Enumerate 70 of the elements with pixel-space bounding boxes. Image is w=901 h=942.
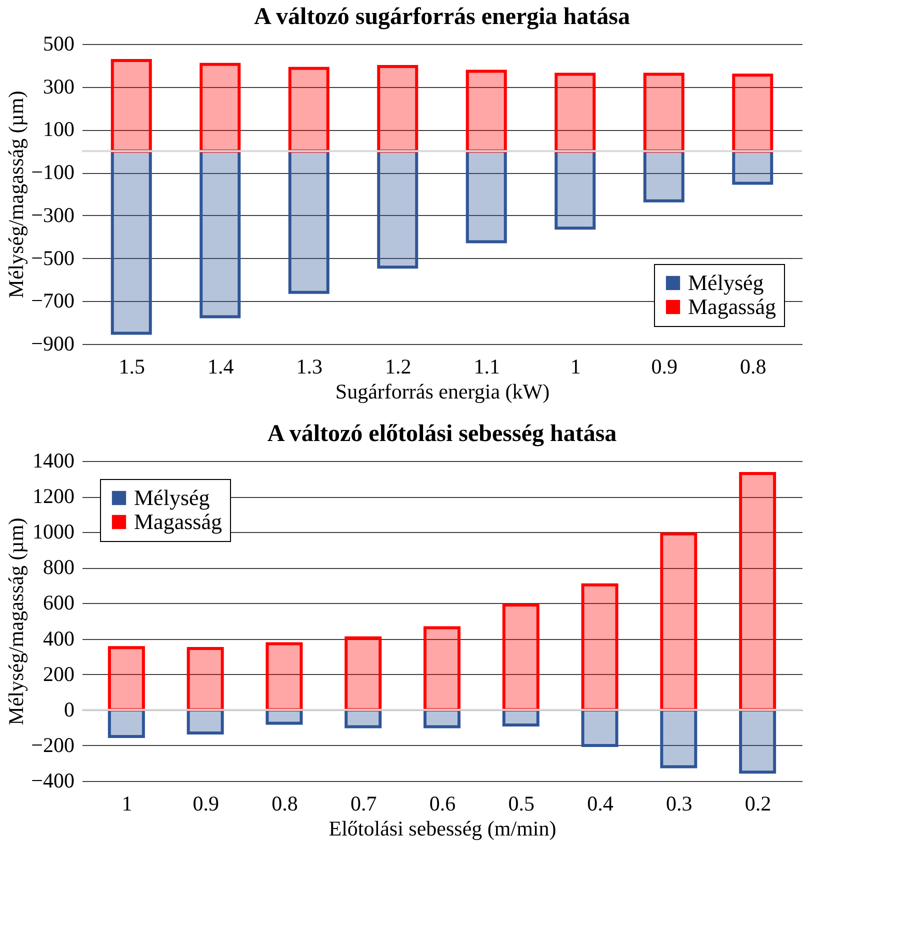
chart-title: A változó sugárforrás energia hatása bbox=[254, 4, 630, 30]
y-tick-label: 1000 bbox=[32, 520, 74, 544]
bar bbox=[643, 72, 684, 153]
y-tick-label: 0 bbox=[64, 697, 74, 722]
bar bbox=[200, 150, 241, 318]
x-tick-label: 0.4 bbox=[587, 792, 614, 816]
bar bbox=[581, 583, 618, 712]
bar bbox=[377, 150, 418, 269]
bar bbox=[643, 150, 684, 202]
x-tick-label: 0.5 bbox=[508, 792, 535, 816]
y-tick-label: 200 bbox=[43, 662, 74, 686]
x-tick-label: 0.3 bbox=[666, 792, 692, 816]
x-tick-label: 1 bbox=[122, 792, 132, 816]
bar bbox=[554, 72, 596, 153]
bar bbox=[377, 65, 418, 153]
legend-label: Mélység bbox=[134, 485, 210, 510]
y-tick-label: 500 bbox=[43, 32, 74, 56]
bar bbox=[288, 66, 330, 153]
y-tick-label: 1400 bbox=[32, 448, 74, 472]
x-tick-label: 1.5 bbox=[118, 354, 145, 378]
bar bbox=[739, 472, 776, 712]
bar bbox=[200, 62, 241, 153]
bar bbox=[732, 150, 774, 185]
y-tick-label: −200 bbox=[31, 732, 74, 757]
bar bbox=[424, 626, 460, 712]
y-tick-label: 1200 bbox=[32, 484, 74, 508]
x-tick-label: 0.9 bbox=[192, 792, 219, 816]
x-tick-label: 1 bbox=[570, 354, 581, 378]
bar bbox=[660, 532, 698, 712]
bar bbox=[466, 70, 507, 153]
y-axis-title: Mélység/magasság (µm) bbox=[4, 90, 28, 298]
bar bbox=[108, 646, 145, 712]
y-tick-label: −500 bbox=[31, 246, 74, 270]
x-tick-label: 1.2 bbox=[385, 354, 412, 378]
y-tick-label: 600 bbox=[43, 590, 74, 615]
y-tick-label: 100 bbox=[43, 117, 74, 142]
x-tick-label: 0.9 bbox=[651, 354, 678, 378]
bar bbox=[186, 647, 224, 712]
bar bbox=[554, 150, 596, 230]
y-tick-label: 400 bbox=[43, 626, 74, 650]
bar bbox=[288, 150, 330, 294]
x-tick-label: 0.7 bbox=[350, 792, 377, 816]
y-tick-label: −300 bbox=[31, 202, 74, 227]
y-tick-label: −100 bbox=[31, 160, 74, 184]
bar bbox=[502, 604, 540, 712]
bar bbox=[266, 642, 303, 712]
legend-label: Magasság bbox=[688, 294, 776, 319]
bar bbox=[344, 636, 382, 712]
y-axis-title: Mélység/magasság (µm) bbox=[4, 518, 28, 726]
x-tick-label: 0.6 bbox=[429, 792, 456, 816]
y-tick-label: 800 bbox=[43, 555, 74, 580]
x-tick-label: 0.8 bbox=[740, 354, 766, 378]
x-tick-label: 1.1 bbox=[474, 354, 500, 378]
legend-label: Mélység bbox=[688, 270, 764, 295]
bar bbox=[110, 59, 152, 153]
y-tick-label: −700 bbox=[31, 288, 74, 313]
x-axis-title: Előtolási sebesség (m/min) bbox=[328, 816, 556, 840]
bar bbox=[466, 150, 507, 244]
chart-title: A változó előtolási sebesség hatása bbox=[267, 421, 617, 447]
y-tick-label: 300 bbox=[43, 74, 74, 98]
x-tick-label: 1.4 bbox=[208, 354, 234, 378]
bar bbox=[732, 74, 774, 153]
y-tick-label: −900 bbox=[31, 332, 74, 356]
x-tick-label: 0.2 bbox=[744, 792, 772, 816]
y-tick-label: −400 bbox=[31, 768, 74, 792]
legend-label: Magasság bbox=[134, 509, 222, 534]
x-tick-label: 0.8 bbox=[272, 792, 298, 816]
x-tick-label: 1.3 bbox=[296, 354, 322, 378]
bar bbox=[110, 150, 152, 335]
x-axis-title: Sugárforrás energia (kW) bbox=[335, 380, 550, 404]
